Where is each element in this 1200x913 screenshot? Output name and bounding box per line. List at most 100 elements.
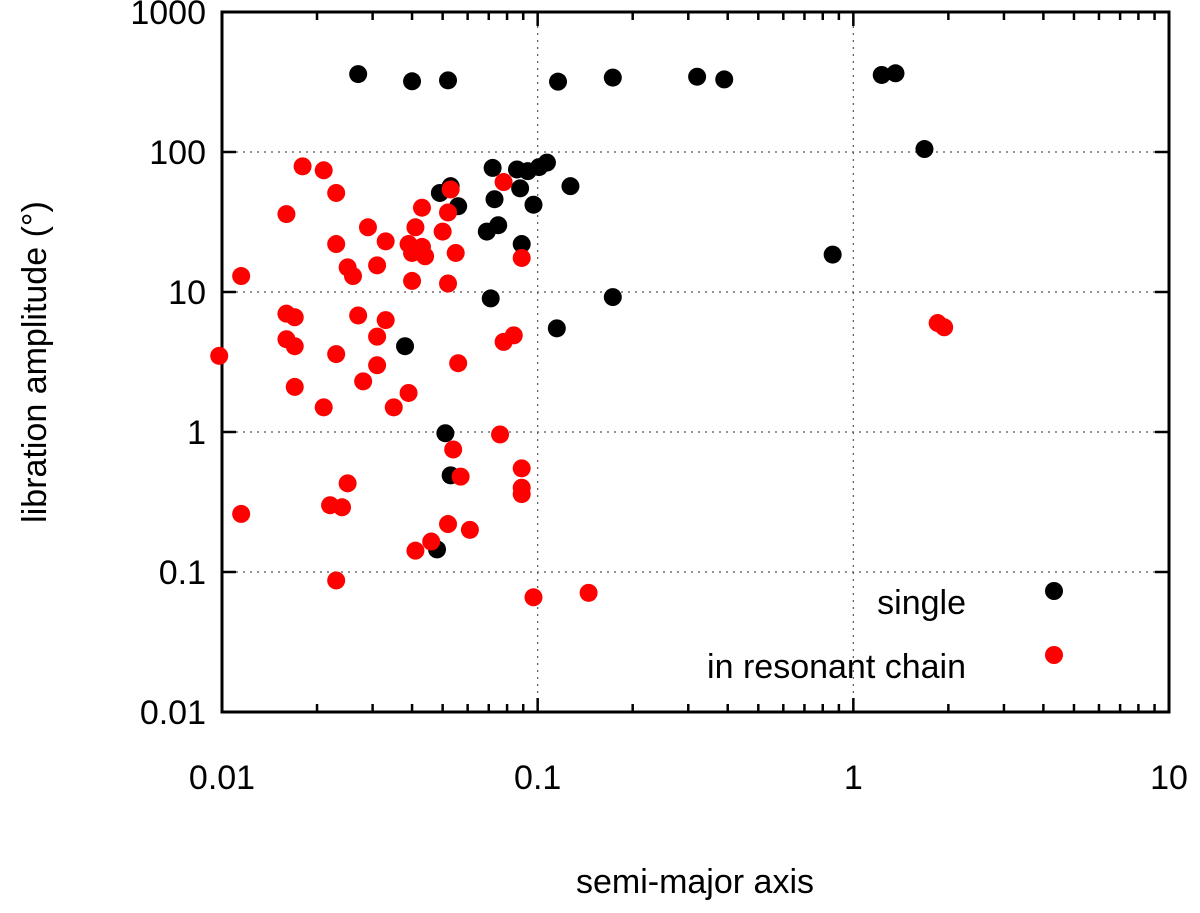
data-point bbox=[824, 246, 842, 264]
y-axis-title: libration amplitude (°) bbox=[16, 201, 54, 523]
x-tick-label: 10 bbox=[1150, 759, 1188, 797]
data-point bbox=[886, 64, 904, 82]
y-tick-label: 100 bbox=[149, 134, 206, 172]
data-point bbox=[549, 73, 567, 91]
y-tick-label: 0.01 bbox=[140, 694, 206, 732]
legend-label-single: single bbox=[877, 584, 966, 622]
data-point bbox=[548, 319, 566, 337]
series-in-resonant-chain bbox=[210, 157, 953, 606]
data-point bbox=[604, 288, 622, 306]
data-point bbox=[580, 584, 598, 602]
plot-frame bbox=[222, 12, 1169, 712]
data-point bbox=[403, 272, 421, 290]
data-point bbox=[511, 179, 529, 197]
data-point bbox=[406, 542, 424, 560]
y-tick-label: 1000 bbox=[130, 0, 206, 32]
data-point bbox=[513, 485, 531, 503]
data-points bbox=[210, 64, 953, 606]
data-point bbox=[524, 196, 542, 214]
data-point bbox=[349, 306, 367, 324]
data-point bbox=[385, 398, 403, 416]
x-tick-label: 0.01 bbox=[189, 759, 255, 797]
y-tick-label: 1 bbox=[187, 414, 206, 452]
data-point bbox=[478, 223, 496, 241]
data-point bbox=[210, 347, 228, 365]
data-point bbox=[277, 205, 295, 223]
data-point bbox=[368, 256, 386, 274]
legend: single in resonant chain bbox=[707, 582, 1063, 686]
legend-label-resonant-chain: in resonant chain bbox=[707, 648, 966, 686]
data-point bbox=[403, 72, 421, 90]
data-point bbox=[232, 505, 250, 523]
y-tick-labels: 0.01 0.1 1 10 100 1000 bbox=[130, 0, 206, 732]
data-point bbox=[232, 267, 250, 285]
data-point bbox=[484, 159, 502, 177]
x-tick-label: 0.1 bbox=[514, 759, 561, 797]
data-point bbox=[513, 249, 531, 267]
data-point bbox=[482, 289, 500, 307]
data-point bbox=[286, 378, 304, 396]
legend-marker-resonant-chain bbox=[1045, 646, 1063, 664]
data-point bbox=[333, 498, 351, 516]
data-point bbox=[439, 203, 457, 221]
y-tick-label: 10 bbox=[168, 274, 206, 312]
data-point bbox=[327, 184, 345, 202]
y-tick-label: 0.1 bbox=[159, 554, 206, 592]
data-point bbox=[538, 154, 556, 172]
data-point bbox=[359, 218, 377, 236]
data-point bbox=[447, 244, 465, 262]
data-point bbox=[286, 308, 304, 326]
data-point bbox=[439, 71, 457, 89]
data-point bbox=[339, 474, 357, 492]
data-point bbox=[524, 588, 542, 606]
data-point bbox=[327, 235, 345, 253]
data-point bbox=[442, 180, 460, 198]
data-point bbox=[915, 140, 933, 158]
data-point bbox=[491, 425, 509, 443]
data-point bbox=[688, 68, 706, 86]
data-point bbox=[449, 354, 467, 372]
axis-ticks bbox=[222, 12, 1169, 712]
data-point bbox=[439, 275, 457, 293]
data-point bbox=[413, 199, 431, 217]
data-point bbox=[486, 190, 504, 208]
data-point bbox=[436, 424, 454, 442]
data-point bbox=[715, 70, 733, 88]
data-point bbox=[513, 459, 531, 477]
grid-lines bbox=[222, 12, 1169, 712]
data-point bbox=[368, 328, 386, 346]
data-point bbox=[400, 384, 418, 402]
data-point bbox=[315, 161, 333, 179]
legend-marker-single bbox=[1045, 582, 1063, 600]
data-point bbox=[354, 372, 372, 390]
data-point bbox=[452, 468, 470, 486]
data-point bbox=[434, 223, 452, 241]
data-point bbox=[439, 515, 457, 533]
data-point bbox=[294, 157, 312, 175]
data-point bbox=[327, 345, 345, 363]
data-point bbox=[286, 337, 304, 355]
data-point bbox=[604, 69, 622, 87]
data-point bbox=[935, 318, 953, 336]
data-point bbox=[416, 247, 434, 265]
data-point bbox=[377, 311, 395, 329]
data-point bbox=[561, 177, 579, 195]
x-tick-labels: 0.01 0.1 1 10 bbox=[189, 759, 1188, 797]
data-point bbox=[315, 398, 333, 416]
data-point bbox=[422, 533, 440, 551]
data-point bbox=[344, 267, 362, 285]
x-axis-title: semi-major axis bbox=[576, 863, 814, 901]
data-point bbox=[327, 571, 345, 589]
data-point bbox=[495, 173, 513, 191]
data-point bbox=[349, 65, 367, 83]
scatter-chart: 0.01 0.1 1 10 0.01 0.1 1 10 100 1000 semi-major … bbox=[0, 0, 1200, 913]
data-point bbox=[461, 521, 479, 539]
data-point bbox=[444, 440, 462, 458]
data-point bbox=[495, 333, 513, 351]
data-point bbox=[396, 337, 414, 355]
data-point bbox=[368, 356, 386, 374]
data-point bbox=[377, 232, 395, 250]
data-point bbox=[406, 218, 424, 236]
x-tick-label: 1 bbox=[844, 759, 863, 797]
series-single bbox=[349, 64, 933, 558]
